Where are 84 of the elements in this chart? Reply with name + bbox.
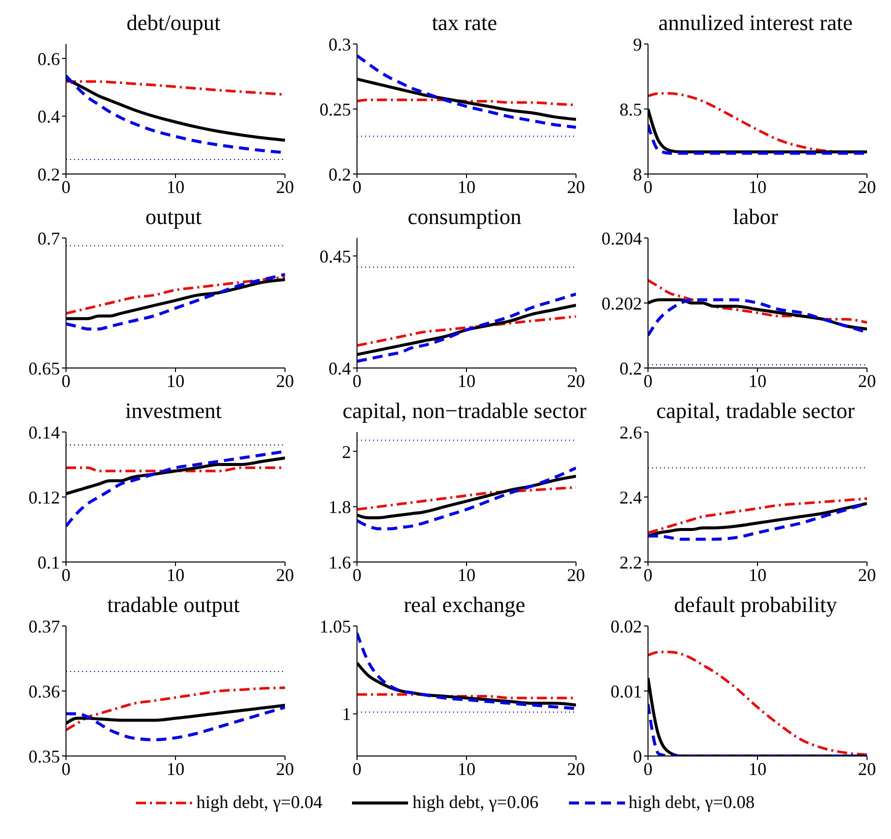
y-tick-label: 8.5 (620, 99, 642, 120)
y-tick-label: 0.2 (38, 164, 60, 184)
x-tick-label: 20 (567, 176, 585, 197)
y-tick-label: 2.2 (620, 552, 642, 572)
x-tick-label: 20 (858, 176, 876, 197)
x-tick-label: 20 (276, 370, 294, 391)
y-tick-label: 8 (633, 164, 642, 184)
line-series (357, 486, 576, 511)
y-tick-label: 0.202 (602, 293, 642, 314)
y-tick-label: 0.7 (38, 228, 60, 248)
line-series (66, 272, 285, 330)
x-tick-label: 20 (567, 564, 585, 585)
line-series (648, 497, 867, 534)
x-tick-label: 20 (276, 564, 294, 585)
x-tick-label: 10 (166, 370, 184, 391)
chart-title: labor (732, 204, 778, 229)
x-tick-label: 10 (458, 564, 476, 585)
chart-title: consumption (406, 203, 522, 231)
y-tick-label: 1.05 (320, 616, 351, 636)
line-series (648, 279, 867, 324)
y-tick-label: 2 (342, 442, 351, 462)
line-series (357, 315, 576, 347)
chart-title: real exchange (404, 592, 526, 617)
y-tick-label: 0.02 (610, 616, 642, 636)
x-tick-label: 10 (166, 564, 184, 585)
x-tick-label: 20 (858, 564, 876, 585)
chart-title: tax rate (432, 10, 498, 35)
y-tick-label: 0.6 (38, 48, 60, 69)
y-tick-label: 0.14 (28, 422, 60, 442)
y-tick-label: 0.2 (328, 164, 351, 184)
chart-title: investment (125, 398, 222, 423)
chart-title: tradable output (107, 592, 240, 617)
y-tick-label: 0.36 (28, 681, 60, 702)
y-tick-label: 0.2 (620, 358, 642, 378)
legend-label: high debt, γ=0.06 (412, 792, 539, 813)
chart-title: capital, non−tradable sector (342, 397, 588, 425)
line-series (357, 292, 576, 363)
x-tick-label: 10 (166, 176, 184, 197)
x-tick-label: 10 (458, 758, 476, 779)
x-tick-label: 10 (748, 176, 766, 197)
y-tick-label: 0.45 (320, 246, 351, 266)
y-tick-label: 0.65 (28, 358, 60, 378)
y-tick-label: 9 (633, 34, 642, 54)
y-tick-label: 0.1 (38, 552, 60, 572)
y-tick-label: 0.01 (610, 681, 642, 702)
y-tick-label: 0.25 (320, 99, 351, 120)
chart-title: annulized interest rate (658, 10, 853, 35)
line-series (66, 276, 285, 315)
chart-title: debt/ouput (125, 9, 222, 37)
y-tick-label: 0.35 (28, 746, 60, 766)
chart-title: output (145, 204, 202, 229)
y-tick-label: 2.4 (620, 487, 642, 508)
y-tick-label: 0.204 (602, 228, 642, 248)
x-tick-label: 10 (748, 564, 766, 585)
x-tick-label: 10 (166, 758, 184, 779)
chart-title: capital, tradable sector (656, 398, 855, 423)
y-tick-label: 0.4 (38, 106, 60, 127)
y-tick-label: 0 (633, 746, 642, 766)
line-series (357, 466, 576, 530)
y-tick-label: 1.6 (328, 552, 351, 572)
y-tick-label: 0.12 (28, 487, 60, 508)
line-series (66, 706, 285, 742)
x-tick-label: 20 (858, 758, 876, 779)
line-series (357, 54, 576, 129)
y-tick-label: 1.8 (328, 497, 351, 518)
legend-label: high debt, γ=0.08 (628, 792, 755, 813)
y-tick-label: 0.3 (328, 34, 351, 54)
x-tick-label: 20 (858, 370, 876, 391)
y-tick-label: 2.6 (620, 422, 642, 442)
line-series (357, 632, 576, 710)
x-tick-label: 20 (567, 370, 585, 391)
y-tick-label: 1 (342, 704, 351, 724)
x-tick-label: 20 (276, 176, 294, 197)
x-tick-label: 10 (748, 370, 766, 391)
x-tick-label: 10 (458, 176, 476, 197)
x-tick-label: 20 (276, 758, 294, 779)
x-tick-label: 10 (458, 370, 476, 391)
y-tick-label: 0.37 (28, 616, 60, 636)
line-series (66, 686, 285, 732)
x-tick-label: 20 (567, 758, 585, 779)
y-tick-label: 0.4 (328, 358, 351, 378)
x-tick-label: 10 (748, 758, 766, 779)
legend-label: high debt, γ=0.04 (196, 792, 322, 813)
chart-title: default probability (674, 592, 838, 617)
